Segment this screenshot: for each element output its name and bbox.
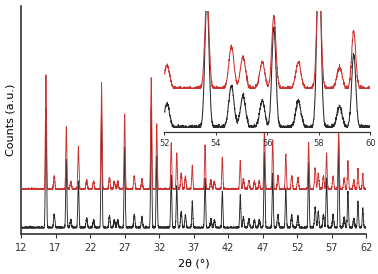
X-axis label: 2θ (°): 2θ (°): [178, 258, 209, 269]
Y-axis label: Counts (a.u.): Counts (a.u.): [6, 84, 15, 156]
